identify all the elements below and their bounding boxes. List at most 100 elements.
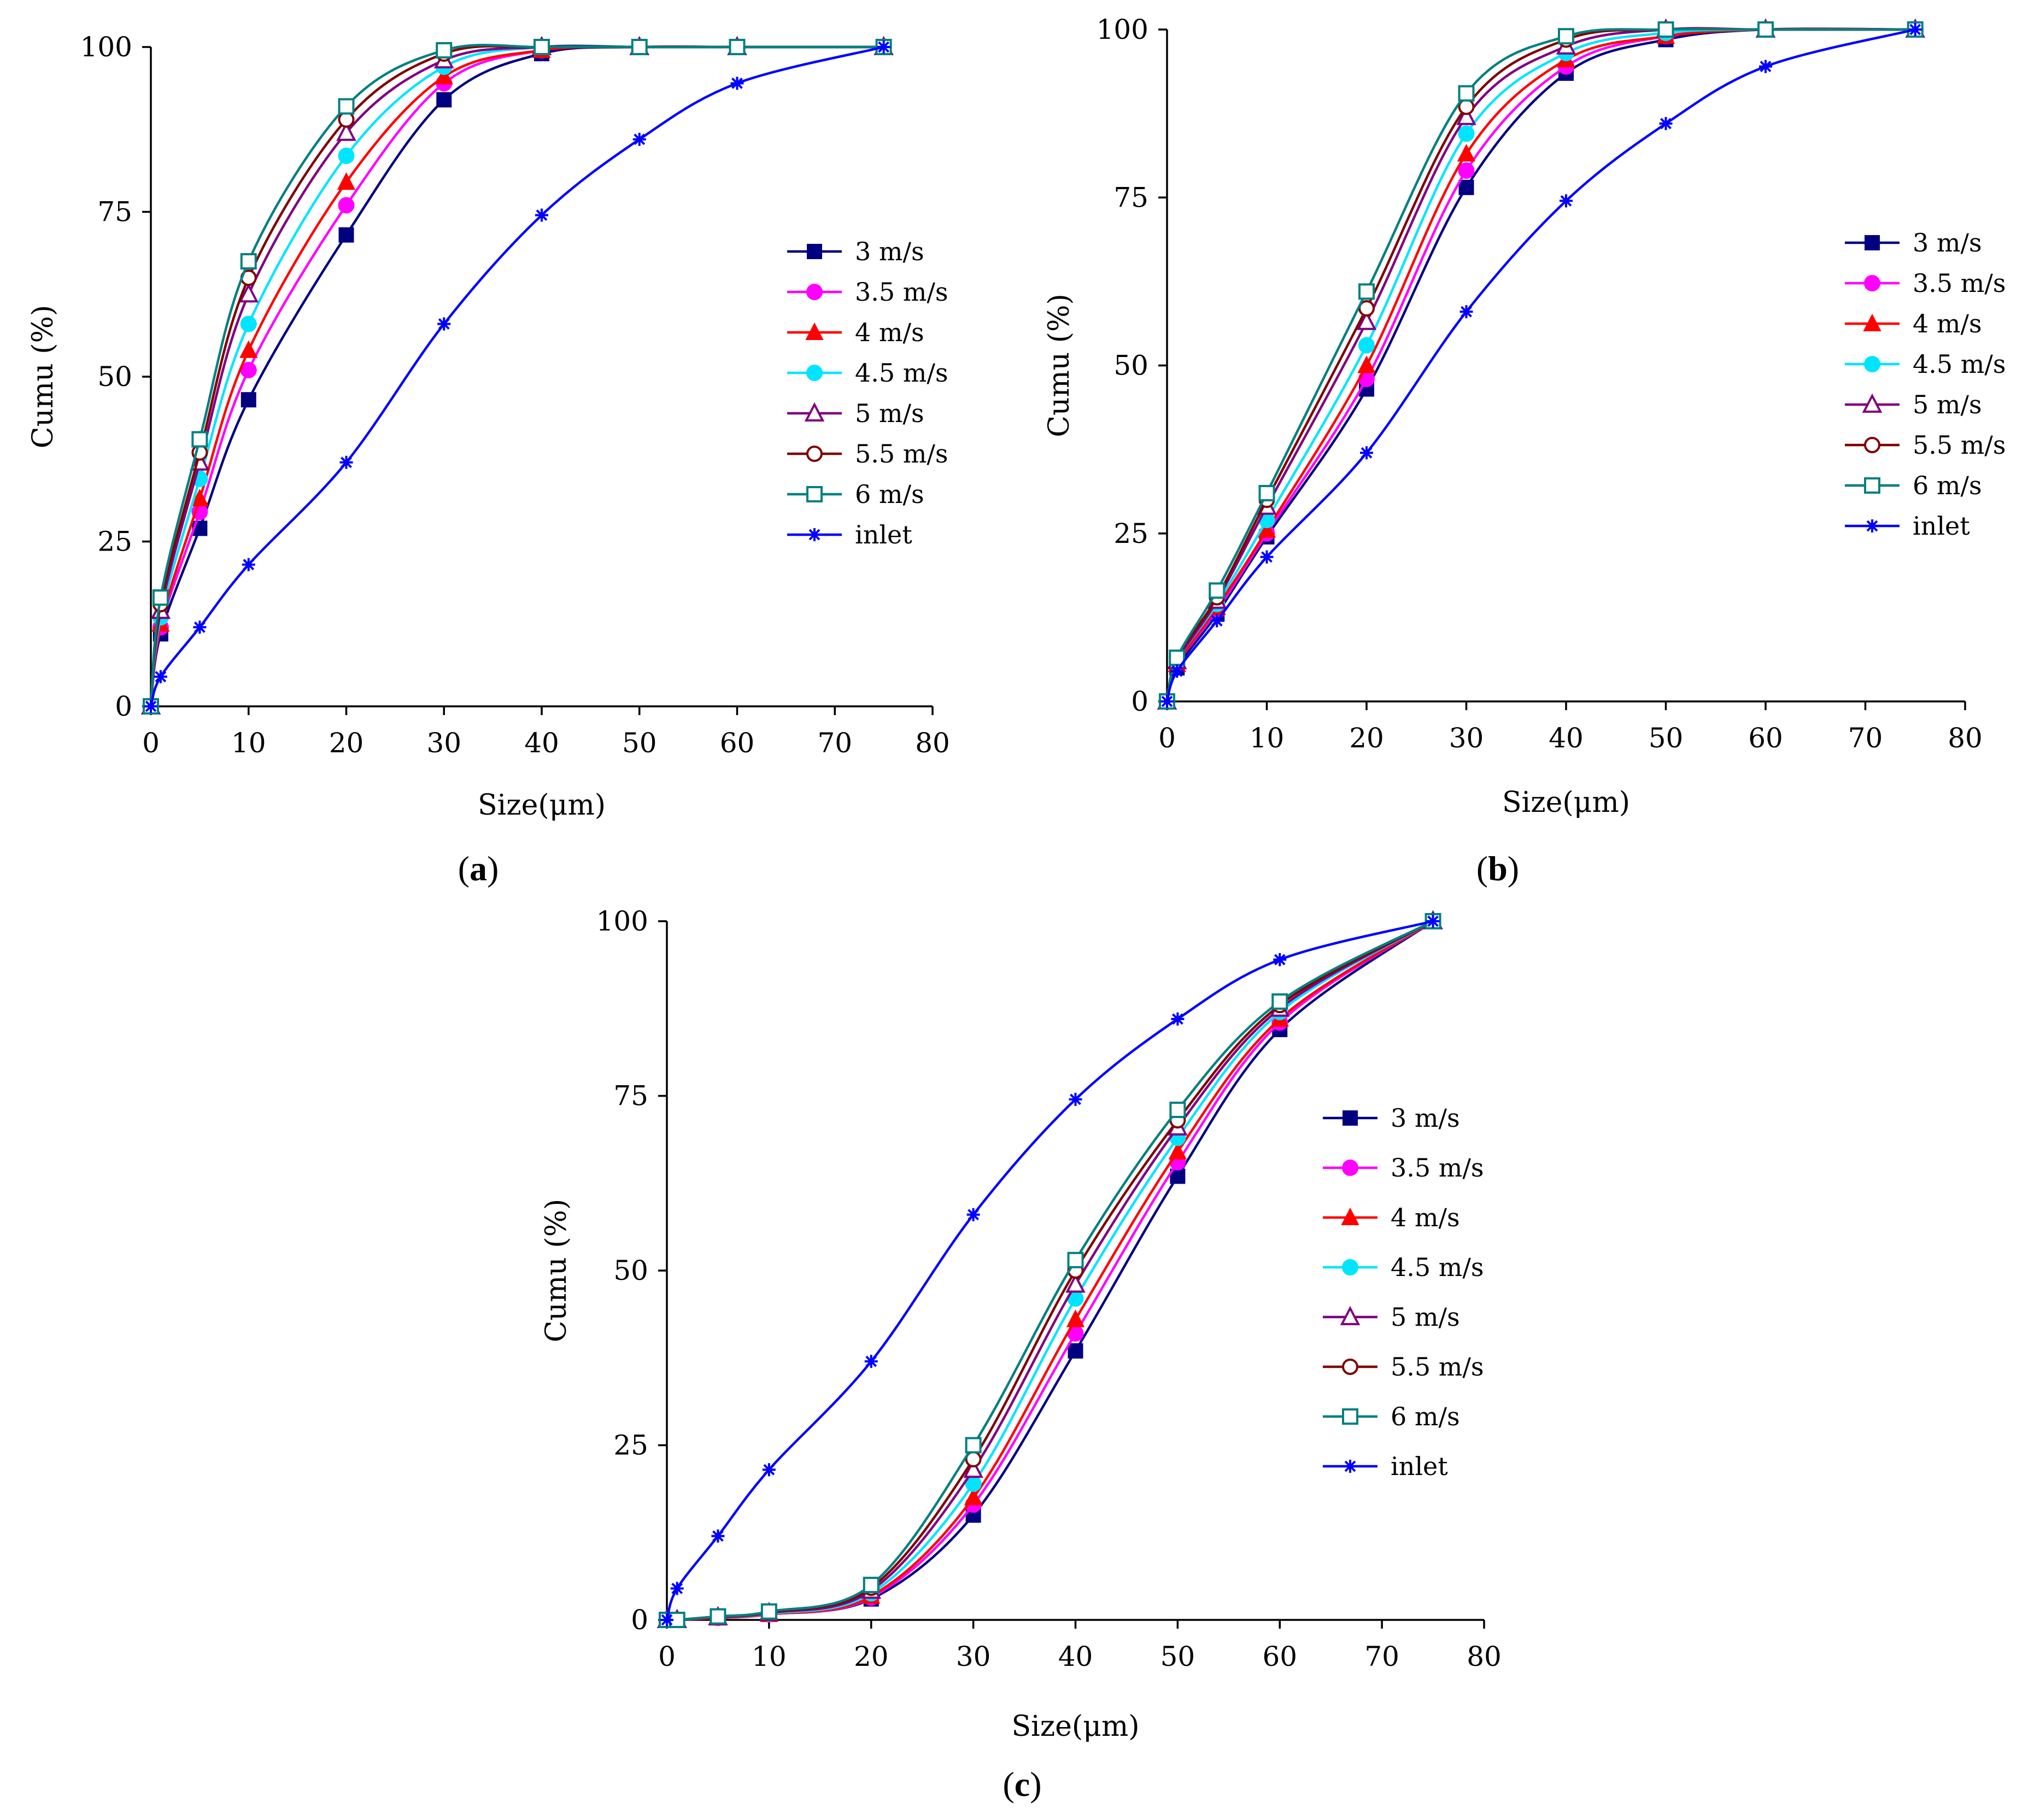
legend-label: 3.5 m/s [1913, 268, 2006, 298]
legend-marker [1342, 1408, 1358, 1425]
x-tick-label: 30 [1449, 722, 1484, 754]
x-tick-label: 80 [1948, 722, 1983, 754]
data-point [241, 392, 256, 408]
data-point [1358, 337, 1375, 354]
legend-label: 3 m/s [1913, 228, 1982, 258]
legend-label: 5.5 m/s [1913, 430, 2006, 460]
legend-marker [1864, 356, 1880, 372]
panel-label: (c) [1003, 1765, 1041, 1804]
x-tick-label: 70 [1364, 1641, 1399, 1672]
legend-marker [1342, 1259, 1358, 1275]
series-line [1165, 27, 1915, 702]
legend-label: 6 m/s [1391, 1402, 1460, 1431]
panel-label-letter: b [1488, 849, 1508, 888]
legend-marker [806, 365, 823, 381]
x-tick-label: 80 [1467, 1641, 1502, 1672]
series-5-5-m-s [659, 913, 1441, 1628]
data-point [1168, 1142, 1187, 1160]
series-6-m-s [143, 39, 892, 715]
series-6-m-s [1159, 21, 1924, 710]
y-tick-label: 75 [1113, 182, 1148, 213]
data-point [863, 1577, 880, 1594]
x-tick-label: 50 [1649, 722, 1684, 754]
data-point [336, 121, 356, 141]
data-point [631, 39, 648, 55]
data-point [144, 700, 157, 713]
data-point [338, 227, 354, 243]
series-3-m-s [659, 914, 1441, 1628]
y-tick-label: 75 [97, 196, 132, 228]
series-line [1165, 28, 1916, 702]
legend-label: 4.5 m/s [1391, 1253, 1484, 1282]
legend-label: 5.5 m/s [855, 439, 948, 469]
x-tick-label: 40 [1549, 722, 1584, 754]
series-4-m-s [142, 37, 893, 714]
series-line [1165, 27, 1915, 702]
legend-marker [807, 244, 822, 259]
legend-item: inlet [1323, 1452, 1448, 1481]
x-axis-title: Size(μm) [1011, 1710, 1139, 1743]
series-5-5-m-s [143, 39, 892, 715]
panel-label-close: ) [1030, 1765, 1041, 1804]
legend-label: inlet [855, 520, 912, 549]
y-tick-label: 0 [1131, 686, 1148, 717]
legend-marker [1344, 1460, 1357, 1473]
legend-marker [808, 528, 821, 541]
data-point [1067, 1251, 1084, 1268]
data-point [1759, 60, 1772, 73]
data-point [152, 589, 169, 606]
data-point [154, 670, 167, 683]
series-3-5-m-s [143, 39, 892, 715]
series-line [665, 920, 1434, 1620]
series-inlet [660, 915, 1440, 1626]
legend-item: 4.5 m/s [1323, 1253, 1484, 1282]
legend-item: 3 m/s [1845, 228, 1982, 258]
legend-marker [1342, 1160, 1358, 1176]
panel-label-close: ) [487, 849, 499, 888]
data-point [864, 1355, 878, 1368]
series-line [666, 920, 1434, 1622]
series-line [666, 920, 1434, 1622]
legend-label: inlet [1913, 511, 1970, 541]
legend-label: 6 m/s [1913, 471, 1982, 500]
legend-label: 4 m/s [1391, 1203, 1460, 1232]
x-tick-label: 0 [658, 1641, 676, 1672]
series-inlet [144, 40, 890, 713]
series-line [666, 920, 1434, 1622]
x-axis-title: Size(μm) [1502, 786, 1630, 819]
x-tick-label: 50 [622, 727, 657, 759]
data-point [711, 1529, 725, 1543]
data-point [1558, 28, 1574, 45]
series-4-5-m-s [143, 39, 892, 715]
y-tick-label: 75 [613, 1080, 648, 1112]
series-line [1165, 27, 1915, 702]
legend-label: 5.5 m/s [1391, 1352, 1484, 1382]
legend-item: 5 m/s [787, 399, 924, 428]
series-line [149, 45, 884, 707]
series-line [149, 44, 884, 707]
x-tick-label: 70 [1848, 722, 1883, 754]
legend-label: 6 m/s [855, 479, 924, 509]
series-5-m-s [1157, 18, 1926, 710]
data-point [338, 111, 355, 128]
data-point [1209, 582, 1226, 599]
data-point [534, 39, 550, 55]
series-3-5-m-s [659, 913, 1441, 1628]
data-point [1657, 21, 1674, 38]
data-point [435, 67, 453, 85]
legend-item: 5.5 m/s [787, 439, 948, 469]
series-line [1165, 27, 1915, 702]
data-point [338, 197, 355, 214]
data-point [1908, 23, 1922, 36]
chart-panel-a: 0 10 20 30 40 50 60 70 80 0 25 50 75 100 Size(μm) Cumu … [27, 31, 950, 888]
legend-label: 3 m/s [855, 237, 924, 266]
panel-label-close: ) [1508, 849, 1519, 888]
data-point [337, 172, 356, 190]
legend-marker [1342, 1359, 1358, 1375]
series-line [1165, 27, 1915, 702]
data-point [877, 40, 890, 54]
x-axis-title: Size(μm) [478, 789, 606, 822]
data-point [1171, 1012, 1185, 1026]
legend-marker [1343, 1110, 1358, 1126]
data-point [710, 1608, 726, 1625]
